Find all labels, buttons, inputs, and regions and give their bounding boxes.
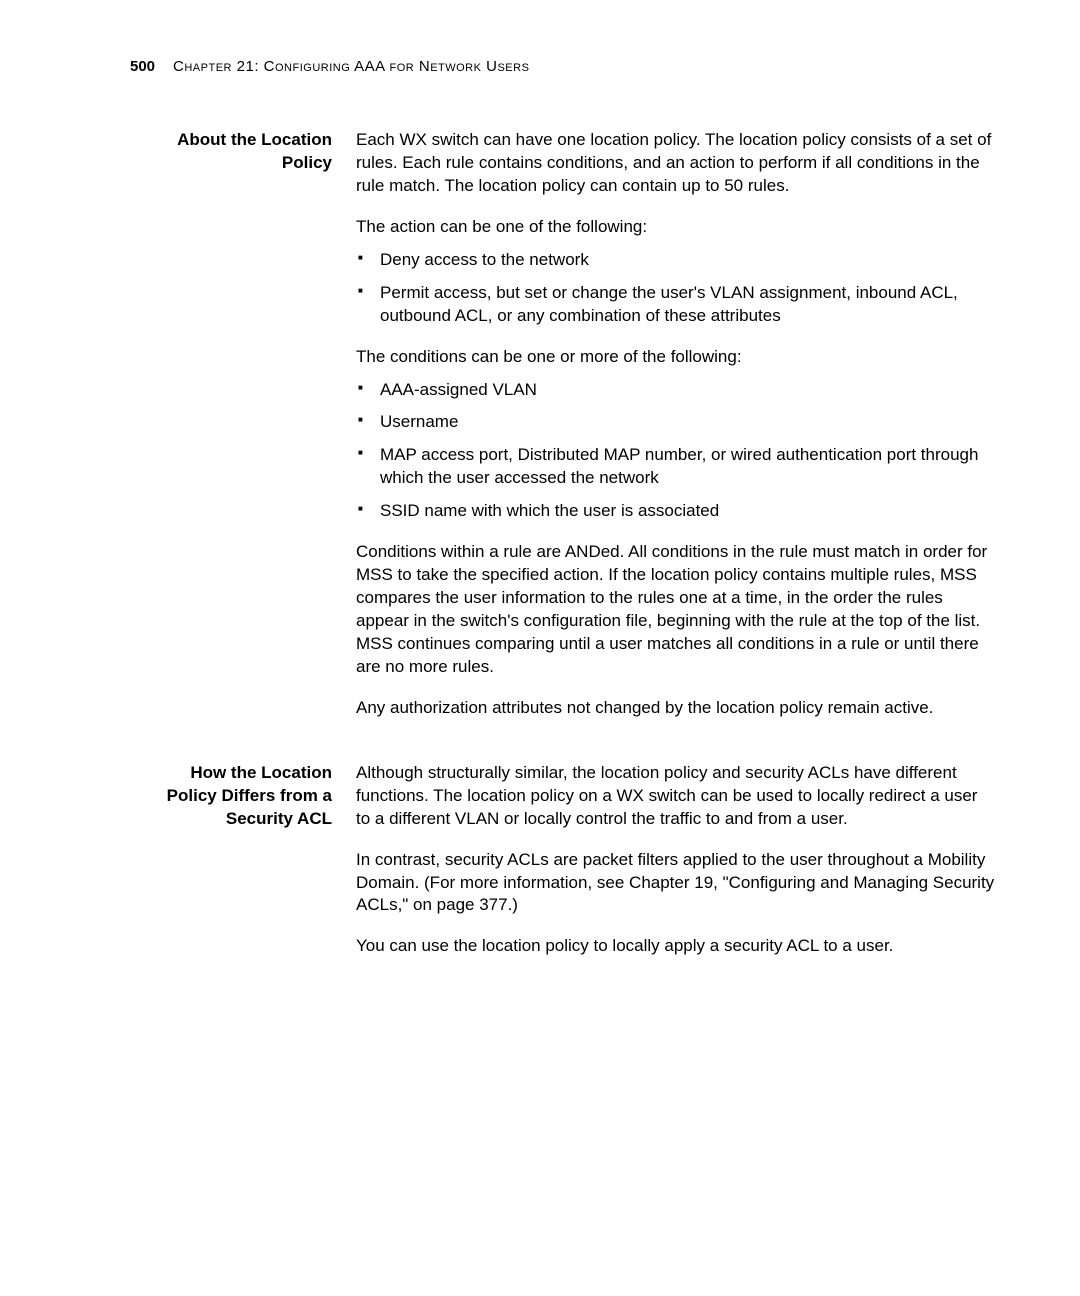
page-number: 500: [130, 58, 155, 75]
paragraph: The action can be one of the following:: [356, 216, 996, 239]
paragraph: Each WX switch can have one location pol…: [356, 129, 996, 198]
label-line: Policy: [130, 152, 332, 175]
list-item: AAA-assigned VLAN: [356, 379, 996, 402]
paragraph: Although structurally similar, the locat…: [356, 762, 996, 831]
label-line: About the Location: [130, 129, 332, 152]
section-about-location-policy: About the Location Policy Each WX switch…: [130, 129, 996, 738]
section-label: About the Location Policy: [130, 129, 332, 738]
paragraph: Conditions within a rule are ANDed. All …: [356, 541, 996, 679]
page-header: 500 Chapter 21: Configuring AAA for Netw…: [130, 58, 996, 75]
label-line: Security ACL: [130, 808, 332, 831]
action-list: Deny access to the network Permit access…: [356, 249, 996, 328]
list-item: SSID name with which the user is associa…: [356, 500, 996, 523]
paragraph: Any authorization attributes not changed…: [356, 697, 996, 720]
section-how-location-policy-differs: How the Location Policy Differs from a S…: [130, 762, 996, 977]
paragraph: The conditions can be one or more of the…: [356, 346, 996, 369]
label-line: How the Location: [130, 762, 332, 785]
list-item: Username: [356, 411, 996, 434]
paragraph: You can use the location policy to local…: [356, 935, 996, 958]
section-content: Each WX switch can have one location pol…: [356, 129, 996, 738]
list-item: Permit access, but set or change the use…: [356, 282, 996, 328]
list-item: MAP access port, Distributed MAP number,…: [356, 444, 996, 490]
label-line: Policy Differs from a: [130, 785, 332, 808]
section-content: Although structurally similar, the locat…: [356, 762, 996, 977]
list-item: Deny access to the network: [356, 249, 996, 272]
page-container: 500 Chapter 21: Configuring AAA for Netw…: [0, 0, 1080, 1058]
section-label: How the Location Policy Differs from a S…: [130, 762, 332, 977]
chapter-title: Chapter 21: Configuring AAA for Network …: [173, 58, 529, 75]
conditions-list: AAA-assigned VLAN Username MAP access po…: [356, 379, 996, 524]
paragraph: In contrast, security ACLs are packet fi…: [356, 849, 996, 918]
